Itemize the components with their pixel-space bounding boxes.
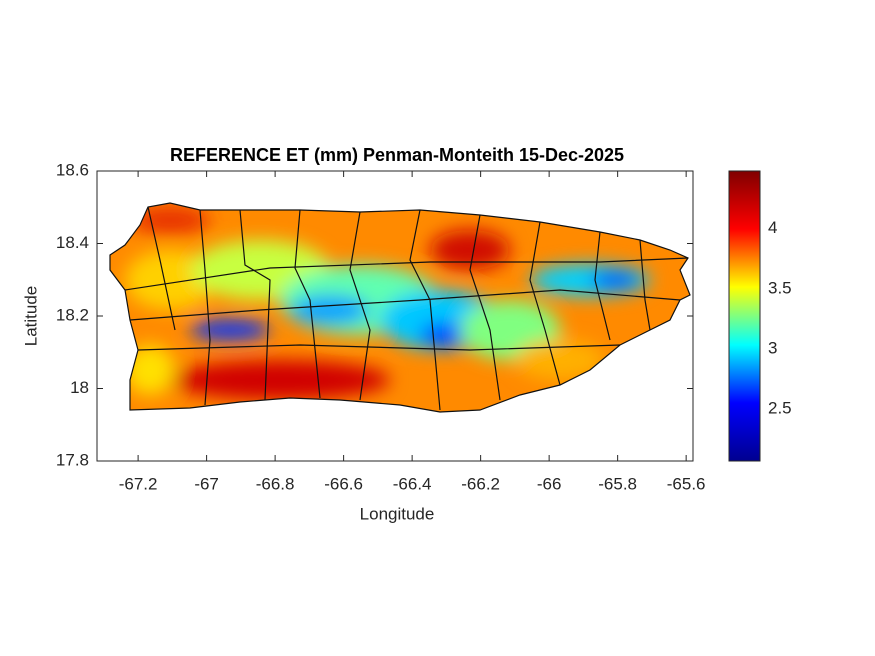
colorbar-tick-label: 4 — [768, 218, 777, 237]
coastline — [109, 202, 691, 413]
x-tick-label: -66 — [537, 474, 562, 493]
x-tick-label: -65.8 — [598, 474, 637, 493]
et-field — [110, 203, 690, 412]
y-tick-label: 18 — [70, 378, 89, 397]
colorbar — [729, 171, 760, 461]
colorbar-tick-label: 3 — [768, 339, 777, 358]
y-axis-label: Latitude — [21, 286, 40, 347]
x-tick-label: -66.8 — [256, 474, 295, 493]
colorbar-tick-label: 3.5 — [768, 278, 792, 297]
x-tick-label: -66.6 — [324, 474, 363, 493]
x-tick-label: -65.6 — [667, 474, 706, 493]
x-tick-label: -67 — [194, 474, 219, 493]
y-tick-label: 18.2 — [56, 305, 89, 324]
municipal-borders — [124, 206, 689, 411]
colorbar-tick-label: 2.5 — [768, 399, 792, 418]
y-tick-label: 17.8 — [56, 450, 89, 469]
colorbar-box — [728, 170, 761, 462]
chart-title: REFERENCE ET (mm) Penman-Monteith 15-Dec… — [170, 145, 624, 165]
x-axis-label: Longitude — [360, 504, 435, 523]
axes: -67.2 -67 -66.8 -66.6 -66.4 -66.2 -66 -65.8 -65.… — [56, 160, 792, 493]
x-tick-label: -66.4 — [393, 474, 432, 493]
y-tick-label: 18.4 — [56, 233, 89, 252]
y-tick-label: 18.6 — [56, 160, 89, 179]
x-tick-label: -66.2 — [461, 474, 500, 493]
x-tick-label: -67.2 — [119, 474, 158, 493]
